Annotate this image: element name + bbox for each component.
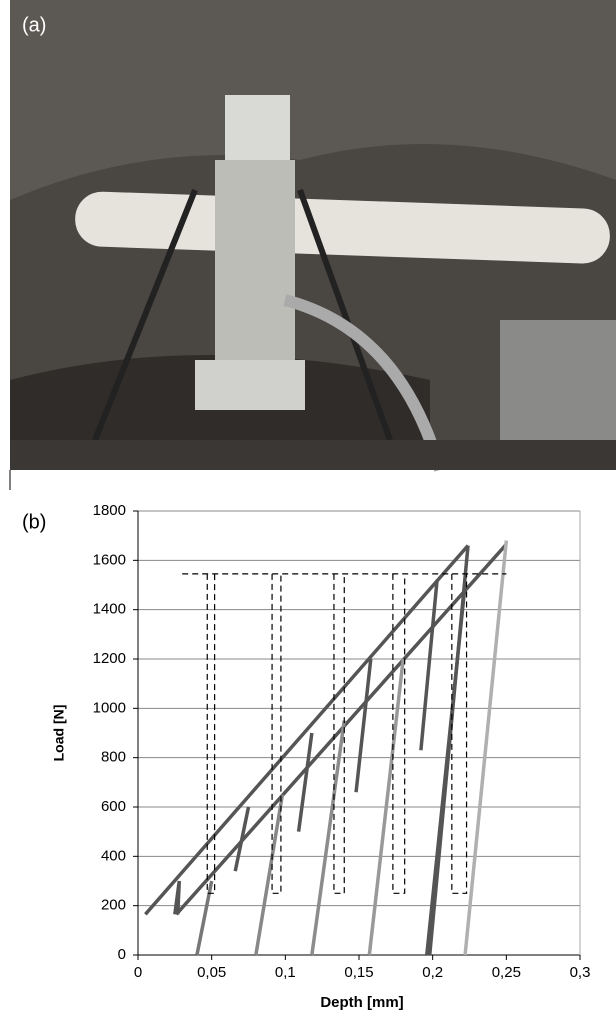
line (233, 806, 251, 872)
dashed-line (206, 573, 216, 894)
line (463, 540, 509, 956)
x-tick-label: 0,2 (422, 964, 443, 981)
line (173, 880, 182, 915)
line (354, 658, 373, 793)
y-tick-label: 1800 (93, 502, 126, 519)
y-tick-label: 1400 (93, 601, 126, 618)
x-tick-label: 0,3 (570, 964, 591, 981)
y-tick-label: 1600 (93, 551, 126, 568)
line (254, 794, 285, 956)
y-tick-label: 200 (101, 897, 126, 914)
photo: (a) (10, 0, 616, 472)
line (310, 720, 347, 956)
soil (10, 0, 616, 200)
line (296, 732, 314, 832)
x-tick-label: 0 (134, 964, 142, 981)
x-tick-label: 0,25 (492, 964, 521, 981)
x-axis-title: Depth [mm] (320, 994, 403, 1011)
line (195, 880, 214, 956)
panel-label: (a) (22, 14, 46, 36)
y-tick-label: 400 (101, 847, 126, 864)
x-tick-label: 0,1 (275, 964, 296, 981)
hose (283, 294, 446, 472)
panel-label: (b) (22, 511, 46, 533)
dashed-line (451, 573, 468, 894)
chain (92, 188, 198, 442)
y-axis-title: Load [N] (51, 705, 67, 762)
photo-bottom (10, 440, 616, 470)
device-column (215, 160, 295, 370)
y-tick-label: 0 (118, 946, 126, 963)
y-tick-label: 600 (101, 798, 126, 815)
device-base (195, 360, 305, 410)
y-tick-label: 1200 (93, 650, 126, 667)
line (144, 544, 470, 916)
dashed-line (271, 573, 282, 894)
line (425, 584, 467, 956)
chain (297, 188, 393, 442)
pipe (75, 191, 610, 264)
x-tick-label: 0,15 (344, 964, 373, 981)
dashed-line (333, 573, 345, 894)
line (367, 658, 405, 956)
x-tick-label: 0,05 (197, 964, 226, 981)
y-tick-label: 800 (101, 749, 126, 766)
y-tick-label: 1000 (93, 699, 126, 716)
dashed-line (392, 573, 406, 894)
line (419, 579, 439, 751)
